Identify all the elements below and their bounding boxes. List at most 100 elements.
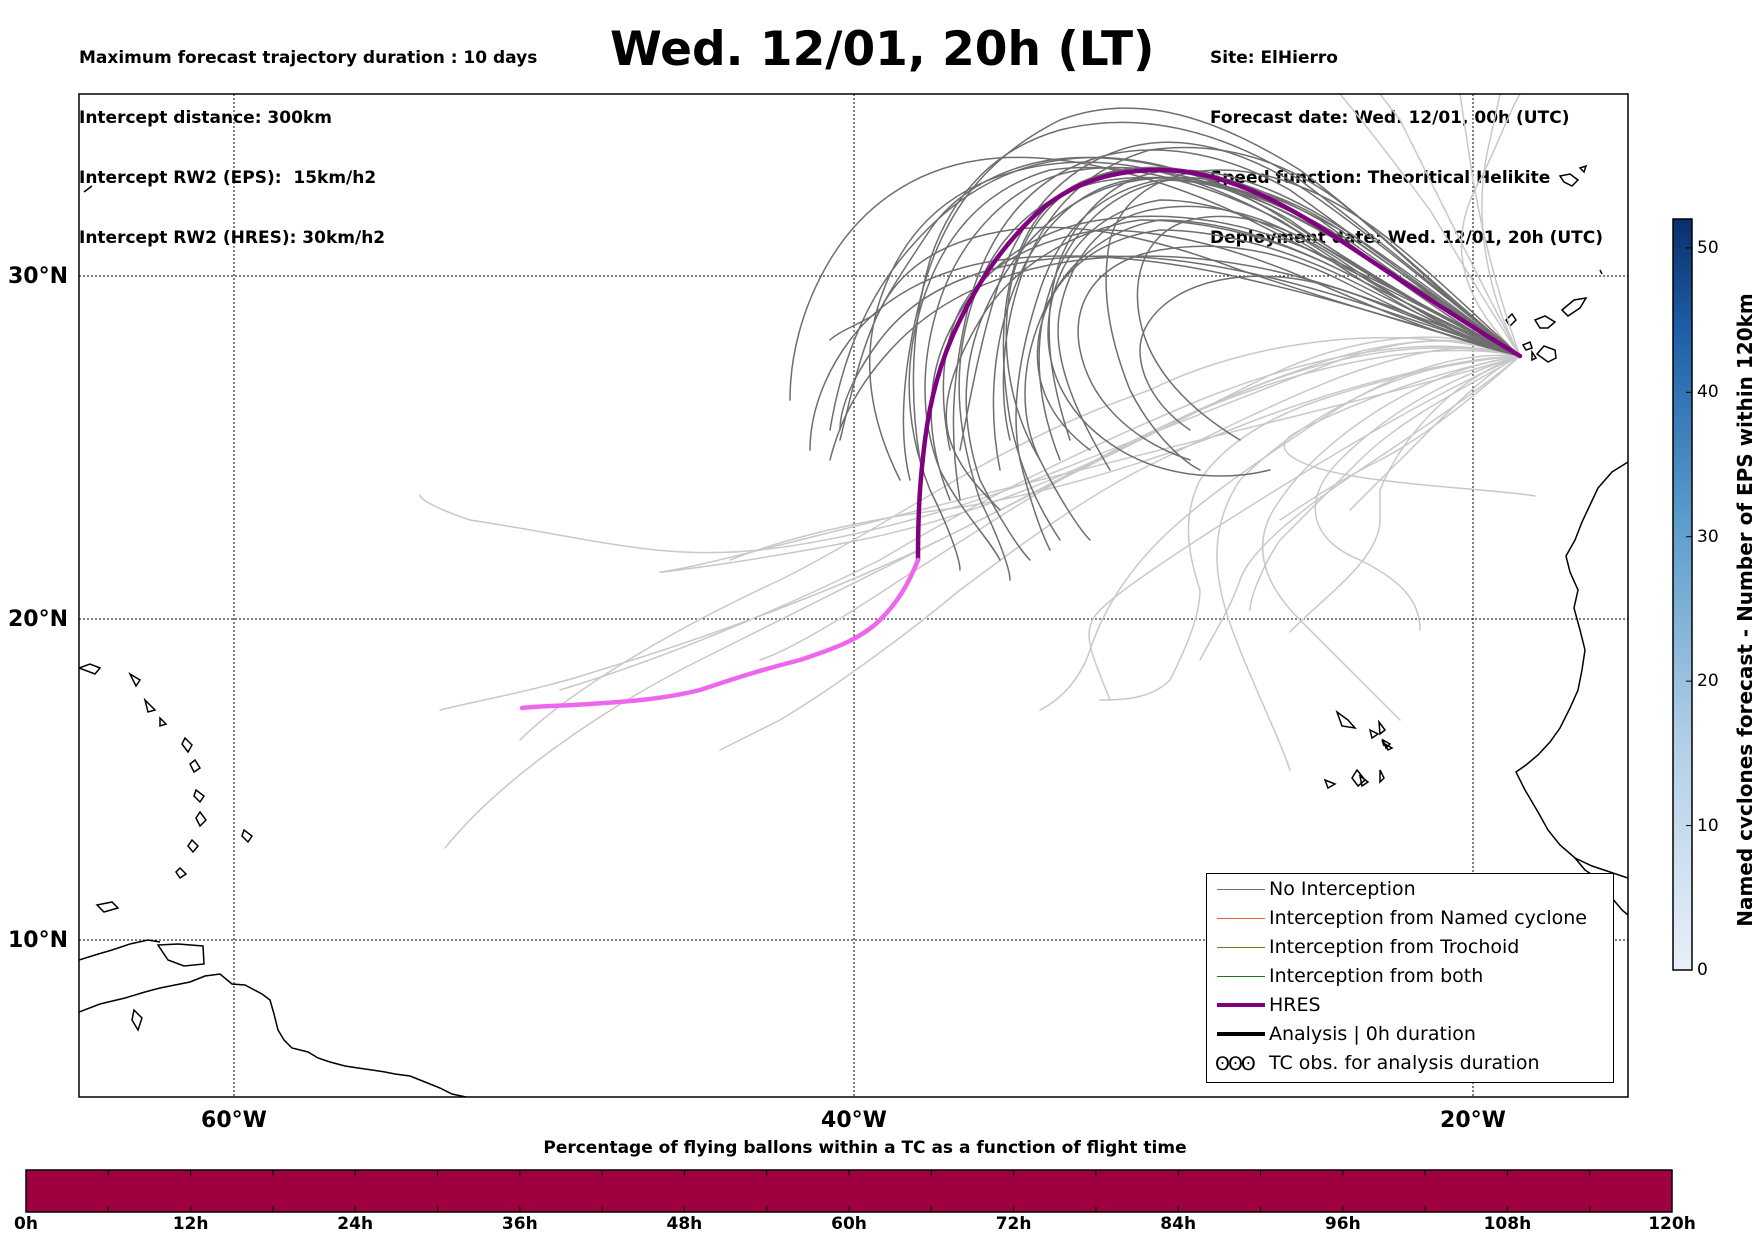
eps-track-light bbox=[1460, 94, 1521, 357]
eps-track-light bbox=[1481, 94, 1521, 357]
eps-track-light bbox=[1279, 355, 1521, 521]
eps-track-no-interception bbox=[945, 219, 1521, 511]
bar-tick-label: 108h bbox=[1483, 1214, 1532, 1234]
eps-track-no-interception bbox=[839, 255, 1521, 431]
trajectory-tracks bbox=[419, 94, 1536, 849]
eps-track-light bbox=[1314, 355, 1521, 631]
coastline-north-africa bbox=[1515, 461, 1628, 879]
legend-label: Interception from Trochoid bbox=[1269, 936, 1520, 958]
eps-track-no-interception bbox=[959, 141, 1521, 451]
graticule bbox=[79, 94, 1628, 1097]
bar-tick-label: 84h bbox=[1160, 1214, 1197, 1234]
header-line: Intercept RW2 (EPS): 15km/h2 bbox=[79, 168, 377, 188]
bar-tick-label: 0h bbox=[14, 1214, 38, 1234]
coastline-madeira bbox=[83, 164, 1603, 275]
eps-track-light bbox=[659, 355, 1521, 573]
eps-track-light bbox=[1283, 355, 1536, 497]
colorbar-tick-label: 20 bbox=[1697, 671, 1719, 692]
percentage-bar bbox=[25, 1169, 1673, 1213]
legend-label: TC obs. for analysis duration bbox=[1269, 1052, 1540, 1074]
legend-line-sample bbox=[1217, 1032, 1265, 1036]
eps-track-no-interception bbox=[958, 176, 1521, 581]
eps-track-no-interception bbox=[829, 255, 1521, 461]
lat-label-10n: 10°N bbox=[8, 928, 69, 953]
eps-track-no-interception bbox=[912, 121, 1521, 461]
legend-label: No Interception bbox=[1269, 878, 1416, 900]
colorbar-tick-label: 40 bbox=[1697, 382, 1719, 403]
eps-track-no-interception bbox=[1002, 146, 1521, 441]
hres-track bbox=[915, 167, 1523, 563]
percentage-bar-ticks bbox=[25, 1170, 1673, 1212]
coastline-south-america bbox=[79, 973, 467, 1097]
tc-observation-icon: ʘʘʘ bbox=[1215, 1053, 1256, 1075]
lon-label-60w: 60°W bbox=[201, 1108, 267, 1133]
eps-track-light bbox=[1039, 354, 1521, 711]
header-line: Forecast date: Wed. 12/01, 00h (UTC) bbox=[1210, 108, 1570, 128]
eps-track-light bbox=[1199, 355, 1521, 661]
lon-label-20w: 20°W bbox=[1440, 1108, 1506, 1133]
map-title: Wed. 12/01, 20h (LT) bbox=[610, 22, 1155, 77]
eps-track-no-interception bbox=[789, 156, 1521, 401]
legend-line-sample bbox=[1217, 976, 1265, 977]
bar-tick-label: 120h bbox=[1648, 1214, 1696, 1234]
header-info-left: Maximum forecast trajectory duration : 1… bbox=[79, 8, 537, 268]
coastline-venezuela-north bbox=[79, 939, 161, 961]
legend-item-no-interception: No Interception bbox=[1207, 876, 1613, 905]
bar-tick-label: 72h bbox=[995, 1214, 1032, 1234]
eps-track-light bbox=[419, 339, 1521, 554]
eps-track-no-interception bbox=[809, 255, 1521, 451]
map-legend: No Interception Interception from Named … bbox=[1206, 873, 1614, 1083]
legend-item-tc-obs: ʘʘʘ TC obs. for analysis duration bbox=[1207, 1050, 1613, 1079]
eps-track-light bbox=[1099, 355, 1521, 701]
eps-track-light bbox=[1459, 94, 1521, 357]
eps-track-light bbox=[661, 347, 1521, 573]
colorbar-label: Named cyclones forecast - Number of EPS … bbox=[1733, 293, 1752, 927]
hres-track-late bbox=[519, 557, 921, 711]
colorbar-tick-label: 10 bbox=[1697, 815, 1719, 836]
eps-track-light bbox=[719, 347, 1521, 751]
header-line: Intercept RW2 (HRES): 30km/h2 bbox=[79, 228, 386, 248]
legend-label: Interception from Named cyclone bbox=[1269, 907, 1587, 929]
eps-track-no-interception bbox=[1002, 169, 1521, 541]
legend-item-named-cyclone: Interception from Named cyclone bbox=[1207, 905, 1613, 934]
coastlines bbox=[79, 164, 1628, 1097]
legend-line-sample bbox=[1217, 947, 1265, 948]
coastline-trinidad bbox=[156, 943, 205, 967]
bar-tick-label: 12h bbox=[172, 1214, 209, 1234]
eps-track-light bbox=[759, 349, 1521, 661]
lat-label-20n: 20°N bbox=[8, 607, 69, 632]
bar-tick-label: 60h bbox=[831, 1214, 867, 1234]
coastline-canary-islands bbox=[1505, 296, 1588, 363]
eps-track-light bbox=[1249, 355, 1521, 611]
legend-label: HRES bbox=[1269, 994, 1321, 1016]
lat-label-30n: 30°N bbox=[8, 264, 69, 289]
bar-tick-label: 24h bbox=[337, 1214, 374, 1234]
legend-item-hres: HRES bbox=[1207, 992, 1613, 1021]
header-line: Maximum forecast trajectory duration : 1… bbox=[79, 48, 538, 68]
map-frame bbox=[78, 93, 1629, 1098]
eps-track-light bbox=[1216, 355, 1521, 771]
legend-label: Analysis | 0h duration bbox=[1269, 1023, 1476, 1045]
eps-track-light bbox=[519, 336, 1521, 741]
eps-track-no-interception bbox=[868, 161, 1521, 481]
legend-label: Interception from both bbox=[1269, 965, 1484, 987]
eps-track-light bbox=[1261, 355, 1521, 721]
legend-item-analysis: Analysis | 0h duration bbox=[1207, 1021, 1613, 1050]
coastline-lesser-antilles bbox=[175, 736, 207, 880]
eps-track-no-interception bbox=[930, 215, 1521, 501]
eps-track-no-interception bbox=[908, 166, 1521, 571]
eps-track-light bbox=[1349, 355, 1521, 511]
lon-label-40w: 40°W bbox=[821, 1108, 887, 1133]
coastline-caribbean-islands bbox=[79, 663, 254, 1032]
eps-track-no-interception bbox=[1077, 245, 1521, 461]
header-info-right: Site: ElHierro Forecast date: Wed. 12/01… bbox=[1210, 8, 1603, 268]
colorbar-tick-label: 0 bbox=[1697, 960, 1708, 980]
header-line: Site: ElHierro bbox=[1210, 48, 1338, 68]
eps-track-no-interception bbox=[1036, 229, 1521, 451]
eps-track-light bbox=[1289, 355, 1521, 633]
header-line: Intercept distance: 300km bbox=[79, 108, 332, 128]
legend-line-sample bbox=[1217, 918, 1265, 919]
colorbar-tick-label: 30 bbox=[1697, 526, 1719, 547]
bar-tick-label: 48h bbox=[666, 1214, 703, 1234]
